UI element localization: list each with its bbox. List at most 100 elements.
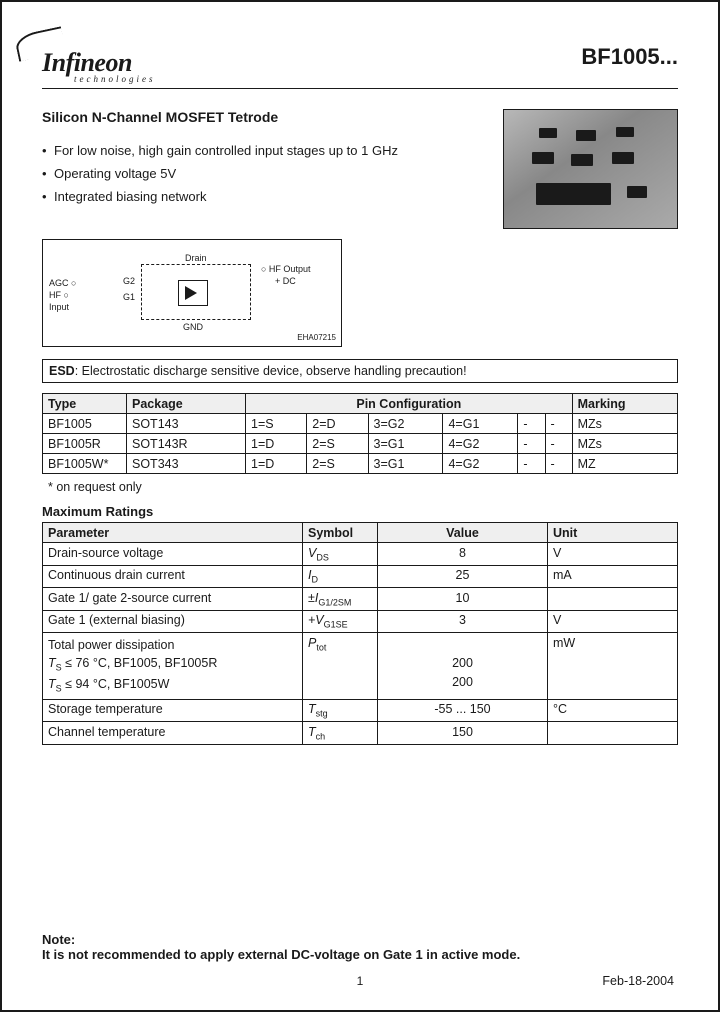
symbol-cell: ±IG1/2SM	[303, 588, 378, 611]
table-row: Channel temperatureTch150	[43, 722, 678, 745]
table-cell: MZs	[572, 414, 677, 434]
diagram-label-dc: + DC	[275, 276, 296, 286]
table-cell: 3=G2	[368, 414, 443, 434]
table-cell: BF1005	[43, 414, 127, 434]
table-cell: -	[518, 434, 545, 454]
page-header: Infineon technologies BF1005...	[42, 30, 678, 84]
page-number: 1	[357, 974, 364, 988]
table-header: Type	[43, 394, 127, 414]
symbol-cell: VDS	[303, 543, 378, 566]
unit-cell: V	[548, 610, 678, 633]
table-header: Marking	[572, 394, 677, 414]
ratings-table: Parameter Symbol Value Unit Drain-source…	[42, 522, 678, 745]
param-cell: Drain-source voltage	[43, 543, 303, 566]
table-header: Unit	[548, 523, 678, 543]
table-header: Value	[378, 523, 548, 543]
unit-cell: °C	[548, 699, 678, 722]
table-cell: 4=G2	[443, 434, 518, 454]
table-row: BF1005RSOT143R1=D2=S3=G14=G2--MZs	[43, 434, 678, 454]
value-cell: 25	[378, 565, 548, 588]
diagram-label-agc: AGC ○	[49, 278, 76, 288]
table-cell: 3=G1	[368, 454, 443, 474]
table-cell: MZ	[572, 454, 677, 474]
feature-item: Operating voltage 5V	[42, 164, 493, 185]
diagram-code: EHA07215	[297, 333, 336, 342]
param-cell: Total power dissipationTS ≤ 76 °C, BF100…	[43, 633, 303, 700]
table-cell: -	[545, 434, 572, 454]
symbol-cell: Tch	[303, 722, 378, 745]
unit-cell: mW	[548, 633, 678, 700]
table-cell: 1=D	[246, 434, 307, 454]
table-cell: -	[545, 454, 572, 474]
intro-section: Silicon N-Channel MOSFET Tetrode For low…	[42, 109, 678, 229]
page-date: Feb-18-2004	[602, 974, 674, 988]
part-number: BF1005...	[581, 44, 678, 70]
table-cell: -	[518, 414, 545, 434]
feature-item: Integrated biasing network	[42, 187, 493, 208]
datasheet-page: Infineon technologies BF1005... Silicon …	[0, 0, 720, 1012]
symbol-cell: +VG1SE	[303, 610, 378, 633]
diagram-label-gnd: GND	[183, 322, 203, 332]
table-cell: SOT343	[127, 454, 246, 474]
symbol-cell: ID	[303, 565, 378, 588]
header-rule	[42, 88, 678, 89]
ratings-title: Maximum Ratings	[42, 504, 678, 519]
unit-cell: V	[548, 543, 678, 566]
table-cell: SOT143R	[127, 434, 246, 454]
table-header: Parameter	[43, 523, 303, 543]
value-cell: 200200	[378, 633, 548, 700]
unit-cell: mA	[548, 565, 678, 588]
table-cell: -	[545, 414, 572, 434]
param-cell: Gate 1 (external biasing)	[43, 610, 303, 633]
table-cell: -	[518, 454, 545, 474]
table-row: Total power dissipationTS ≤ 76 °C, BF100…	[43, 633, 678, 700]
table-row: Drain-source voltageVDS8V	[43, 543, 678, 566]
note-label: Note:	[42, 932, 678, 947]
param-cell: Gate 1/ gate 2-source current	[43, 588, 303, 611]
table-cell: 4=G1	[443, 414, 518, 434]
value-cell: 150	[378, 722, 548, 745]
table-row: BF1005SOT1431=S2=D3=G24=G1--MZs	[43, 414, 678, 434]
table-cell: 1=S	[246, 414, 307, 434]
symbol-cell: Tstg	[303, 699, 378, 722]
block-diagram: AGC ○ HF ○ Input G2 G1 Drain ○ HF Output…	[42, 239, 342, 347]
table-cell: MZs	[572, 434, 677, 454]
table-header: Package	[127, 394, 246, 414]
value-cell: 3	[378, 610, 548, 633]
table-cell: 2=S	[307, 434, 368, 454]
product-title: Silicon N-Channel MOSFET Tetrode	[42, 109, 493, 125]
product-photo	[503, 109, 678, 229]
unit-cell	[548, 722, 678, 745]
diagram-label-g2: G2	[123, 276, 135, 286]
unit-cell	[548, 588, 678, 611]
table-cell: 2=S	[307, 454, 368, 474]
table-row: Storage temperatureTstg-55 ... 150°C	[43, 699, 678, 722]
table-cell: BF1005R	[43, 434, 127, 454]
footer-note: Note: It is not recommended to apply ext…	[42, 932, 678, 962]
esd-text: : Electrostatic discharge sensitive devi…	[75, 364, 467, 378]
table-header: Symbol	[303, 523, 378, 543]
table-cell: 4=G2	[443, 454, 518, 474]
esd-warning: ESD: Electrostatic discharge sensitive d…	[42, 359, 678, 383]
table-row: Gate 1 (external biasing)+VG1SE3V	[43, 610, 678, 633]
table-row: Gate 1/ gate 2-source current±IG1/2SM10	[43, 588, 678, 611]
note-text: It is not recommended to apply external …	[42, 947, 678, 962]
value-cell: 10	[378, 588, 548, 611]
param-cell: Continuous drain current	[43, 565, 303, 588]
feature-item: For low noise, high gain controlled inpu…	[42, 141, 493, 162]
table-cell: BF1005W*	[43, 454, 127, 474]
esd-prefix: ESD	[49, 364, 75, 378]
table-header: Pin Configuration	[246, 394, 573, 414]
company-logo: Infineon technologies	[42, 30, 156, 84]
table-footnote: * on request only	[48, 480, 678, 494]
param-cell: Channel temperature	[43, 722, 303, 745]
table-row: Continuous drain currentID25mA	[43, 565, 678, 588]
table-cell: 2=D	[307, 414, 368, 434]
feature-list: For low noise, high gain controlled inpu…	[42, 141, 493, 207]
diagram-label-hf: HF ○	[49, 290, 69, 300]
value-cell: -55 ... 150	[378, 699, 548, 722]
diagram-label-g1: G1	[123, 292, 135, 302]
table-row: BF1005W*SOT3431=D2=S3=G14=G2--MZ	[43, 454, 678, 474]
symbol-cell: Ptot	[303, 633, 378, 700]
diagram-label-input: Input	[49, 302, 69, 312]
